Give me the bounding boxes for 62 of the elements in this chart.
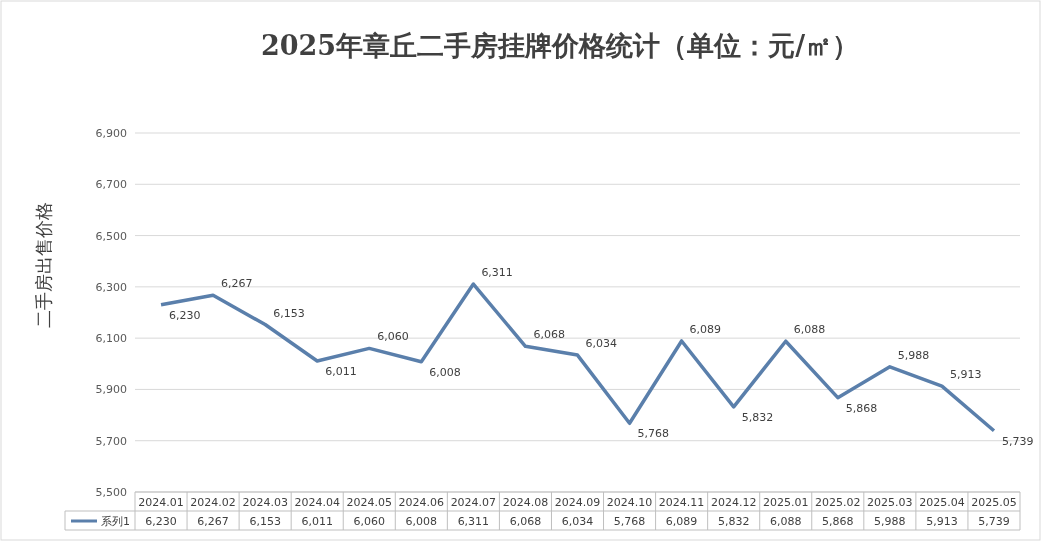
x-tick-label: 2024.12 bbox=[710, 496, 757, 509]
text: 6,060 bbox=[377, 330, 409, 344]
text: 5,913 bbox=[949, 368, 982, 382]
x-tick-label: 2024.03 bbox=[242, 496, 288, 509]
x-tick-label: 2024.04 bbox=[294, 496, 340, 509]
text: 5,868 bbox=[845, 401, 878, 415]
data-label: 5,868 bbox=[822, 515, 854, 528]
data-label: 5,739 bbox=[978, 515, 1010, 528]
text: 6,267 bbox=[221, 277, 253, 291]
x-tick-label: 2024.08 bbox=[502, 496, 549, 509]
data-label: 6,068 bbox=[509, 515, 542, 528]
x-tick-label: 2025.04 bbox=[919, 496, 965, 509]
data-label: 5,988 bbox=[874, 515, 906, 528]
y-tick-label: 5,900 bbox=[95, 383, 127, 397]
x-tick-label: 2024.02 bbox=[190, 496, 236, 509]
data-label: 6,008 bbox=[405, 515, 438, 528]
data-label: 5,768 bbox=[613, 515, 646, 528]
text: 6,230 bbox=[169, 308, 201, 322]
y-tick-label: 5,500 bbox=[95, 486, 127, 499]
data-label: 6,088 bbox=[769, 515, 802, 528]
x-tick-label: 2024.07 bbox=[450, 496, 497, 509]
text: 6,011 bbox=[325, 364, 357, 378]
data-label: 5,913 bbox=[926, 515, 958, 528]
text: 6,089 bbox=[689, 322, 722, 336]
x-tick-label: 2024.11 bbox=[658, 496, 705, 509]
x-tick-label: 2024.05 bbox=[346, 496, 393, 509]
y-tick-label: 6,500 bbox=[95, 229, 127, 243]
y-tick-label: 5,700 bbox=[95, 434, 127, 448]
data-label: 6,311 bbox=[457, 515, 490, 528]
legend-label: 系列1 bbox=[101, 515, 130, 528]
text: 6,068 bbox=[533, 328, 565, 342]
x-tick-label: 2024.06 bbox=[398, 496, 445, 509]
text: 6,034 bbox=[585, 337, 617, 351]
text: 6,088 bbox=[793, 323, 826, 337]
y-axis-title: 二手房出售价格 bbox=[33, 202, 54, 328]
data-label: 6,153 bbox=[249, 515, 281, 528]
data-label: 6,267 bbox=[197, 515, 229, 528]
x-tick-label: 2025.01 bbox=[762, 496, 809, 509]
y-tick-label: 6,300 bbox=[95, 280, 127, 294]
data-label: 6,060 bbox=[353, 515, 386, 528]
y-tick-label: 6,100 bbox=[95, 332, 127, 346]
data-label: 6,230 bbox=[145, 515, 177, 528]
x-tick-label: 2025.02 bbox=[815, 496, 861, 509]
data-label: 6,089 bbox=[665, 515, 698, 528]
text: 5,832 bbox=[741, 410, 774, 424]
text: 6,153 bbox=[273, 306, 305, 320]
chart-title: 2025年章丘二手房挂牌价格统计（单位：元/㎡） bbox=[260, 30, 860, 61]
text: 5,768 bbox=[637, 427, 670, 441]
y-tick-label: 6,900 bbox=[95, 127, 127, 140]
x-tick-label: 2025.05 bbox=[971, 496, 1017, 509]
x-tick-label: 2024.10 bbox=[606, 496, 653, 509]
text: 6,311 bbox=[481, 266, 513, 280]
data-label: 6,034 bbox=[561, 515, 594, 528]
y-tick-label: 6,700 bbox=[95, 178, 127, 192]
data-label: 5,832 bbox=[717, 515, 750, 528]
x-tick-label: 2025.03 bbox=[867, 496, 913, 509]
x-tick-label: 2024.01 bbox=[138, 496, 184, 509]
data-label: 6,011 bbox=[301, 515, 333, 528]
text: 6,008 bbox=[429, 365, 461, 379]
text: 5,739 bbox=[1001, 434, 1034, 448]
x-tick-label: 2024.09 bbox=[554, 496, 601, 509]
text: 5,988 bbox=[897, 348, 930, 362]
